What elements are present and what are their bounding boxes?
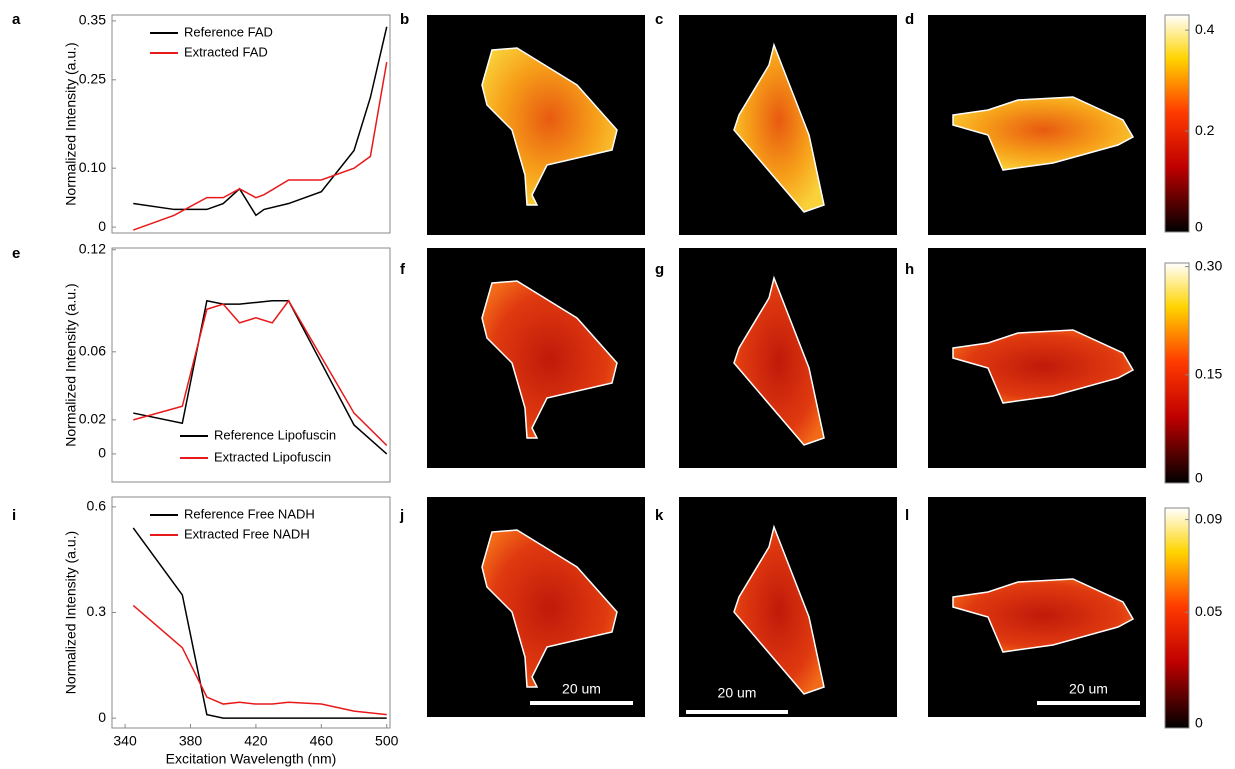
panel-label: k — [655, 507, 664, 524]
y-axis-label: Normalized Intensity (a.u.) — [63, 531, 79, 694]
panel-label: l — [905, 507, 909, 524]
series-line — [132, 604, 387, 716]
scale-bar-label: 20 um — [718, 685, 757, 701]
plot-frame — [111, 247, 391, 483]
colorbar-tick-label: 0 — [1195, 470, 1203, 486]
panel-label: b — [400, 11, 409, 28]
series-line — [132, 527, 387, 719]
y-tick-label: 0 — [98, 709, 106, 725]
panel-label: c — [655, 11, 663, 28]
colorbar-tick-label: 0.30 — [1195, 257, 1222, 273]
colorbar — [1164, 262, 1190, 484]
legend-label: Reference Free NADH — [184, 506, 315, 521]
plot-frame — [111, 14, 391, 234]
cell-outline — [952, 96, 1135, 171]
x-tick-label: 500 — [375, 733, 399, 749]
cell-outline — [952, 329, 1135, 404]
colorbar-tick-label: 0.05 — [1195, 603, 1222, 619]
panel-label: a — [12, 11, 21, 28]
panel-label: i — [12, 507, 16, 524]
legend-label: Extracted FAD — [184, 44, 268, 59]
panel-label: f — [400, 261, 406, 278]
series-line — [133, 26, 388, 217]
x-axis-label: Excitation Wavelength (nm) — [166, 751, 337, 767]
series-line — [133, 62, 388, 231]
x-tick-label: 380 — [179, 733, 203, 749]
legend-label: Extracted Free NADH — [184, 526, 310, 541]
x-tick-label: 420 — [244, 733, 268, 749]
cell-outline — [481, 280, 618, 439]
x-tick-label: 340 — [113, 733, 137, 749]
y-tick-label: 0.25 — [79, 71, 106, 87]
x-tick-label: 460 — [310, 733, 334, 749]
cell-outline — [952, 578, 1135, 653]
panel-label: j — [399, 507, 404, 524]
y-tick-label: 0.6 — [87, 498, 107, 514]
colorbar-tick-label: 0.2 — [1195, 122, 1215, 138]
y-tick-label: 0.35 — [79, 12, 106, 28]
cell-outline — [733, 42, 825, 213]
y-tick-label: 0.12 — [79, 240, 106, 256]
legend-label: Extracted Lipofuscin — [214, 449, 331, 464]
colorbar-tick-label: 0 — [1195, 219, 1203, 235]
scale-bar-label: 20 um — [1069, 681, 1108, 697]
panel-label: e — [12, 245, 20, 262]
y-tick-label: 0 — [98, 218, 106, 234]
y-tick-label: 0.02 — [79, 411, 106, 427]
colorbar-tick-label: 0.09 — [1195, 510, 1222, 526]
series-line — [133, 299, 388, 455]
panel-label: d — [905, 11, 914, 28]
colorbar-tick-label: 0.4 — [1195, 21, 1215, 37]
colorbar-tick-label: 0.15 — [1195, 366, 1222, 382]
colorbar-tick-label: 0 — [1195, 715, 1203, 731]
y-tick-label: 0.10 — [79, 159, 106, 175]
scale-bar-label: 20 um — [562, 681, 601, 697]
cell-outline — [733, 524, 825, 695]
legend-label: Reference Lipofuscin — [214, 427, 336, 442]
series-line — [133, 299, 388, 446]
y-axis-label: Normalized Intensity (a.u.) — [63, 283, 79, 446]
cell-outline — [481, 47, 618, 206]
panel-label: h — [905, 261, 914, 278]
cell-outline — [481, 529, 618, 688]
y-tick-label: 0 — [98, 445, 106, 461]
y-tick-label: 0.3 — [87, 603, 107, 619]
colorbar — [1164, 14, 1190, 233]
cell-outline — [733, 275, 825, 446]
colorbar — [1164, 507, 1190, 729]
panel-label: g — [655, 261, 664, 278]
y-axis-label: Normalized Intensity (a.u.) — [63, 42, 79, 205]
y-tick-label: 0.06 — [79, 343, 106, 359]
legend-label: Reference FAD — [184, 24, 273, 39]
